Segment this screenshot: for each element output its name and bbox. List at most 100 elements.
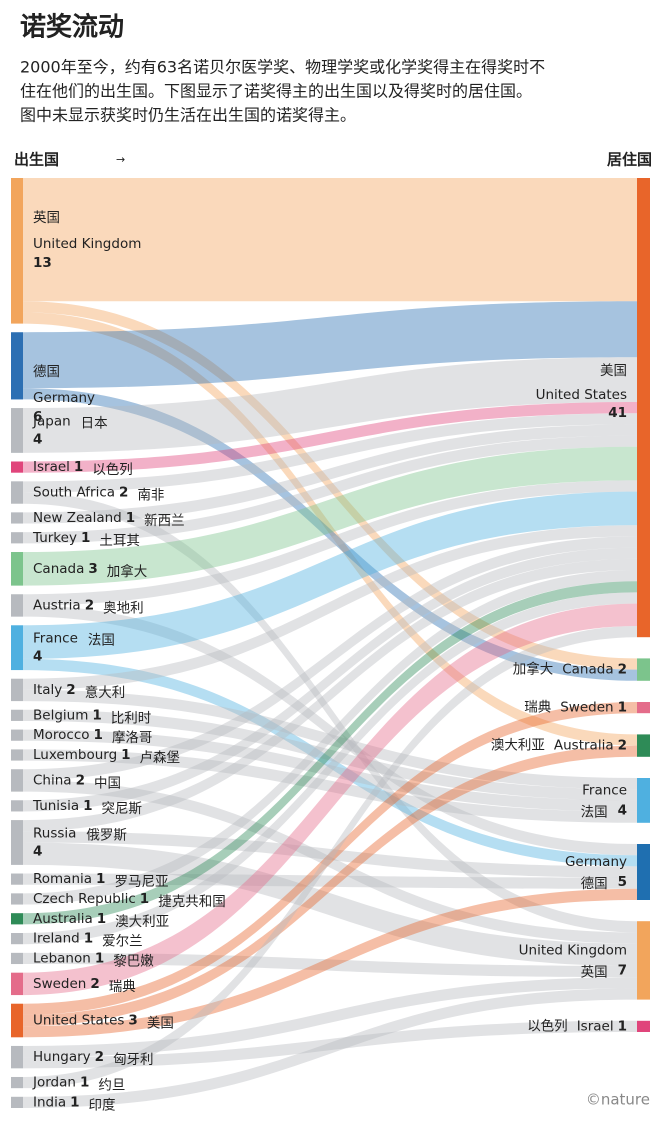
source-name-zh: 爱尔兰 — [102, 934, 143, 950]
flow-link — [23, 888, 637, 1038]
flow-link — [23, 492, 637, 933]
flow-link — [23, 446, 637, 586]
source-name-en: Tunisia — [32, 798, 79, 814]
source-value: 1 — [96, 871, 105, 887]
source-name-zh: 新西兰 — [144, 513, 185, 529]
target-name-en: Sweden — [560, 700, 613, 716]
target-name-zh: 澳大利亚 — [491, 738, 545, 754]
source-value: 1 — [83, 798, 92, 814]
source-name-zh: 中国 — [94, 775, 121, 791]
source-value: 2 — [95, 1049, 104, 1065]
source-node — [11, 749, 23, 761]
target-node — [637, 844, 650, 900]
source-name-zh: 法国 — [88, 633, 115, 649]
source-value: 2 — [119, 485, 128, 501]
source-name-en: South Africa — [33, 485, 115, 501]
source-name-zh: 印度 — [89, 1097, 116, 1113]
source-name-en: Ireland — [33, 931, 80, 947]
source-name-zh: 捷克共和国 — [158, 894, 226, 910]
flow-link — [23, 831, 637, 878]
source-name-en: Jordan — [32, 1075, 76, 1091]
source-node — [11, 461, 23, 473]
source-name-zh: 卢森堡 — [140, 750, 181, 766]
source-name-zh: 突尼斯 — [102, 801, 143, 817]
flow-link — [23, 603, 637, 996]
flow-link — [23, 301, 637, 670]
source-name-en: Australia — [33, 911, 93, 927]
source-value: 4 — [33, 843, 42, 859]
target-name-zh: 英国 — [581, 963, 608, 980]
source-name-en: New Zealand — [33, 510, 122, 526]
source-name-en: China — [33, 772, 72, 788]
source-name-en: Hungary — [33, 1049, 91, 1065]
flow-link — [23, 658, 637, 867]
flow-link — [23, 581, 637, 925]
source-name-en: Belgium — [33, 707, 88, 723]
source-name-en: Germany — [33, 390, 95, 406]
flow-link — [23, 689, 637, 790]
target-node — [637, 921, 650, 1000]
source-name-zh: 瑞典 — [109, 979, 136, 995]
target-name-zh: 法国 — [581, 804, 608, 820]
target-name-en: France — [582, 782, 627, 798]
source-name-zh: 英国 — [33, 209, 60, 226]
source-value: 1 — [92, 707, 101, 723]
flow-link — [23, 301, 637, 389]
source-name-en: Austria — [33, 597, 81, 613]
source-node — [11, 408, 23, 453]
target-name-en: Canada — [562, 662, 613, 678]
flow-link — [23, 491, 637, 659]
source-value: 1 — [126, 510, 135, 526]
source-node — [11, 820, 23, 865]
source-name-en: Canada — [33, 561, 84, 577]
source-value: 1 — [80, 1075, 89, 1091]
source-node — [11, 678, 23, 702]
target-name-zh: 瑞典 — [524, 700, 551, 716]
flow-link — [23, 709, 637, 801]
source-value: 2 — [66, 682, 75, 698]
source-node — [11, 769, 23, 792]
source-name-en: United States — [33, 1013, 124, 1029]
target-value: 1 — [618, 700, 627, 716]
source-name-zh: 意大利 — [85, 684, 126, 701]
source-name-zh: 加拿大 — [107, 563, 148, 580]
target-node — [637, 658, 650, 681]
flow-link — [23, 592, 637, 945]
target-value: 7 — [618, 962, 627, 978]
source-value: 6 — [33, 409, 42, 425]
source-name-en: Turkey — [32, 530, 77, 546]
source-node — [11, 178, 23, 324]
flow-link — [23, 626, 637, 1089]
source-value: 2 — [85, 597, 94, 613]
flow-link — [23, 952, 637, 978]
flow-link — [23, 977, 637, 1058]
flow-link — [23, 702, 637, 1015]
source-node — [11, 933, 23, 945]
flow-link — [23, 558, 637, 832]
target-node — [637, 1020, 650, 1032]
source-value: 13 — [33, 255, 52, 271]
source-name-zh: 德国 — [33, 364, 60, 380]
target-node — [637, 778, 650, 823]
description-line: 2000年至今，约有63名诺贝尔医学奖、物理学奖或化学奖得主在得奖时不 — [20, 58, 545, 77]
source-value: 4 — [33, 649, 42, 665]
source-name-zh: 摩洛哥 — [112, 729, 153, 746]
source-node — [11, 512, 23, 524]
target-name-en: Germany — [565, 854, 627, 870]
source-node — [11, 1076, 23, 1089]
source-node — [11, 800, 23, 812]
flow-link — [23, 988, 637, 1108]
target-node — [637, 702, 650, 714]
target-value: 4 — [618, 802, 627, 818]
source-node — [11, 532, 23, 544]
flow-link — [23, 525, 637, 690]
source-node — [11, 729, 23, 741]
source-name-en: France — [33, 631, 78, 647]
target-value: 1 — [618, 1018, 627, 1034]
flow-link — [23, 547, 637, 812]
source-value: 4 — [33, 431, 42, 447]
source-name-zh: 美国 — [147, 1016, 174, 1032]
flow-link — [23, 357, 637, 453]
